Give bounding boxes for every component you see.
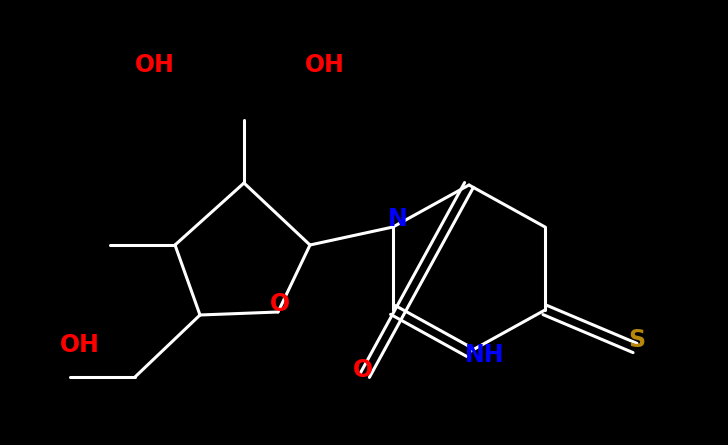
Text: O: O xyxy=(270,292,290,316)
Text: OH: OH xyxy=(305,53,345,77)
Text: NH: NH xyxy=(465,343,505,367)
Text: OH: OH xyxy=(60,333,100,357)
Text: N: N xyxy=(388,207,408,231)
Text: S: S xyxy=(628,328,646,352)
Text: OH: OH xyxy=(135,53,175,77)
Text: O: O xyxy=(353,358,373,382)
